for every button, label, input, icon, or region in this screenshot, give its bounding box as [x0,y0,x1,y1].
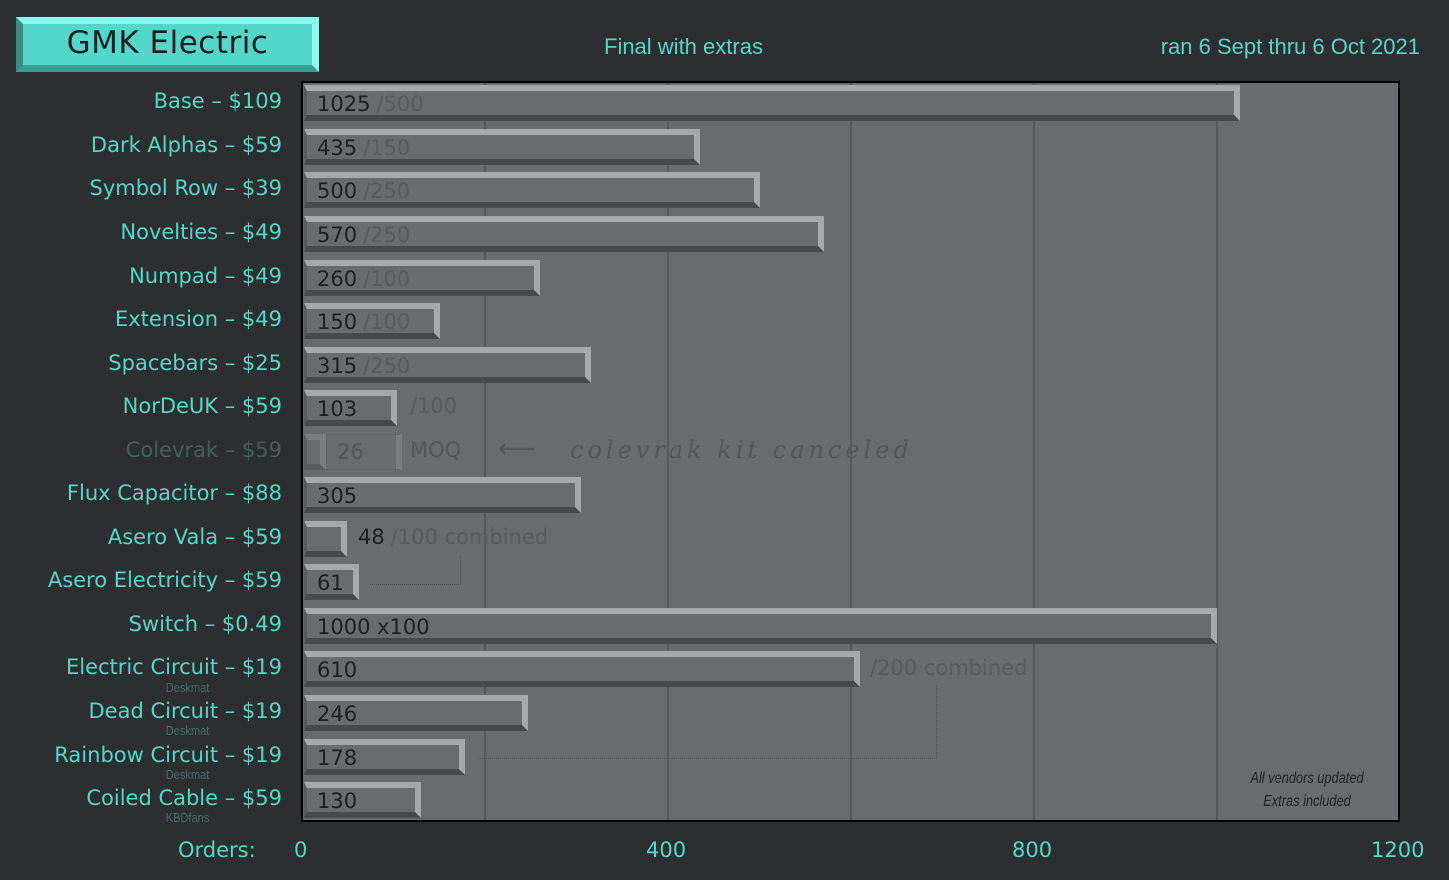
bar-colevrak [304,434,326,470]
bar-value: 61 [317,571,344,595]
axis-tick-0: 0 [294,838,308,862]
row-label: Coiled Cable – $59 [86,786,282,810]
goal-deskmats: /200 combined [870,656,1028,680]
date-range: ran 6 Sept thru 6 Oct 2021 [1160,34,1420,59]
row-sublabel: Deskmat [165,680,209,695]
bar-asero-electricity: 61 [304,564,359,600]
bar-value: 150 [317,310,358,334]
bar-goal: /100 [363,267,411,291]
row-label: Dead Circuit – $19 [88,699,283,723]
bar-coiled-cable: 130 [304,782,421,818]
bar-spacebars: 315/250 [304,347,591,383]
bar-value: 178 [317,746,358,770]
chart-title: GMK Electric [66,25,269,61]
row-label: Numpad – $49 [129,264,282,288]
bar-value: 103 [317,397,358,421]
bar-symbol-row: 500/250 [304,172,760,208]
gridline-800 [1033,83,1035,820]
bar-switch: 1000 x100 [304,608,1217,644]
row-label: NorDeUK – $59 [122,394,282,418]
bar-goal: /100 combined [390,525,549,549]
arrow-left-icon: ⟵ [498,434,536,464]
bar-nordeuk: 103 [304,390,397,426]
bar-value: 246 [317,702,358,726]
gridline-600 [850,83,852,820]
bar-electric-circuit: 610 [304,651,860,687]
bar-rainbow-circuit: 178 [304,739,465,775]
axis-tick-800: 800 [1012,838,1053,862]
row-label: Asero Vala – $59 [107,525,282,549]
row-label: Flux Capacitor – $88 [66,481,282,505]
row-label: Extension – $49 [114,307,282,331]
bar-value: 1025 [317,92,371,116]
bar-goal: /250 [363,354,411,378]
axis-label: Orders: [178,838,256,862]
bar-value: 305 [317,484,358,508]
colevrak-canceled-note: colevrak kit canceled [570,436,913,464]
goal-colevrak: MOQ [410,438,462,462]
combined-bracket-asero [370,556,461,585]
title-box: GMK Electric [16,17,319,72]
bar-colevrak-outline: 26 [326,434,402,470]
row-sublabel: Deskmat [165,723,209,738]
chart-subtitle: Final with extras [604,34,763,59]
combined-bracket-deskmats [478,686,937,759]
row-label: Switch – $0.49 [128,612,282,636]
bar-value: 26 [337,440,364,464]
bar-base: 1025/500 [304,85,1240,121]
bar-novelties: 570/250 [304,216,824,252]
bar-value: 610 [317,658,358,682]
bar-value: 500 [317,179,358,203]
value-asero-vala: 48/100 combined [358,525,548,549]
row-label: Symbol Row – $39 [89,176,282,200]
row-label: Novelties – $49 [120,220,282,244]
bar-dead-circuit: 246 [304,695,528,731]
row-label: Electric Circuit – $19 [65,655,282,679]
bar-value: 1000 x100 [317,615,430,639]
row-label: Base – $109 [153,89,282,113]
bar-value: 48 [358,525,385,549]
bar-asero-vala [304,521,347,557]
axis-tick-1200: 1200 [1371,838,1425,862]
row-label: Colevrak – $59 [125,438,282,462]
row-sublabel: KBDfans [165,810,209,825]
gridline-200 [484,83,486,820]
footer-note-vendors: All vendors updated [1250,770,1364,787]
bar-value: 130 [317,789,358,813]
row-label: Dark Alphas – $59 [90,133,282,157]
gridline-1000 [1216,83,1218,820]
bar-value: 435 [317,136,358,160]
axis-tick-400: 400 [646,838,687,862]
bar-goal: /250 [363,179,411,203]
row-label: Rainbow Circuit – $19 [54,743,282,767]
bar-value: 315 [317,354,358,378]
bar-value: 260 [317,267,358,291]
bar-value: 570 [317,223,358,247]
bar-numpad: 260/100 [304,260,540,296]
row-sublabel: Deskmat [165,767,209,782]
bar-flux-capacitor: 305 [304,477,581,513]
bar-goal: /250 [363,223,411,247]
bar-extension: 150/100 [304,303,440,339]
footer-note-extras: Extras included [1263,793,1351,810]
row-label: Spacebars – $25 [108,351,282,375]
bar-goal: /500 [376,92,424,116]
gridline-400 [667,83,669,820]
goal-nordeuk: /100 [410,394,458,418]
bar-goal: /100 [363,310,411,334]
bar-goal: /150 [363,136,411,160]
bar-dark-alphas: 435/150 [304,129,700,165]
row-label: Asero Electricity – $59 [47,568,282,592]
